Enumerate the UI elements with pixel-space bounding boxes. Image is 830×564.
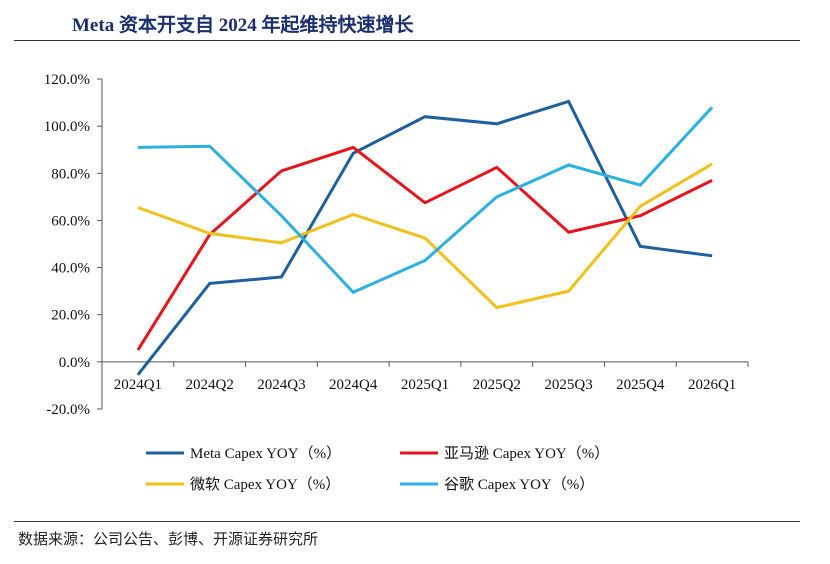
y-tick-label: 40.0%: [51, 261, 90, 277]
series-line-4: [137, 106, 714, 295]
x-tick-label: 2025Q2: [473, 377, 521, 393]
legend-label-2: 亚马逊 Capex YOY（%）: [444, 445, 609, 462]
legend-label-1: Meta Capex YOY（%）: [190, 445, 341, 462]
y-tick-label: 80.0%: [51, 166, 90, 182]
legend: Meta Capex YOY（%） 亚马逊 Capex YOY（%） 微软 Cape…: [146, 445, 609, 493]
x-tick-label: 2024Q2: [185, 377, 233, 393]
x-tick-label: 2025Q4: [616, 377, 665, 393]
x-tick-label: 2025Q1: [401, 377, 449, 393]
x-tick-label: 2024Q4: [329, 377, 378, 393]
legend-label-4: 谷歌 Capex YOY（%）: [444, 476, 594, 493]
chart-title: Meta 资本开支自 2024 年起维持快速增长: [72, 15, 414, 36]
top-rule: [14, 40, 800, 41]
y-tick-label: 120.0%: [44, 72, 90, 88]
y-tick-label: -20.0%: [46, 402, 90, 418]
y-tick-label: 100.0%: [44, 119, 90, 135]
legend-label-3: 微软 Capex YOY（%）: [190, 476, 340, 493]
y-tick-label: 0.0%: [59, 355, 90, 371]
x-tick-label: 2024Q3: [257, 377, 305, 393]
data-source-note: 数据来源：公司公告、彭博、开源证券研究所: [18, 530, 319, 548]
y-tick-label: 60.0%: [51, 213, 90, 229]
x-axis: 2024Q1 2024Q2 2024Q3 2024Q4 2025Q1 2025Q2 2025…: [101, 361, 749, 393]
y-axis: -20.0% 0.0% 20.0% 40.0% 60.0% 80.0% 100.0% 120.…: [44, 72, 103, 418]
line-chart: -20.0% 0.0% 20.0% 40.0% 60.0% 80.0% 100.0% 120.…: [44, 72, 749, 493]
x-tick-label: 2024Q1: [114, 377, 162, 393]
bottom-rule: [14, 521, 800, 522]
series-line-2: [136, 145, 713, 351]
x-tick-label: 2025Q3: [544, 377, 592, 393]
y-tick-label: 20.0%: [51, 308, 90, 324]
series-lines: [136, 99, 714, 376]
series-line-3: [137, 162, 713, 310]
x-tick-label: 2026Q1: [688, 377, 736, 393]
series-line-1: [136, 99, 713, 376]
